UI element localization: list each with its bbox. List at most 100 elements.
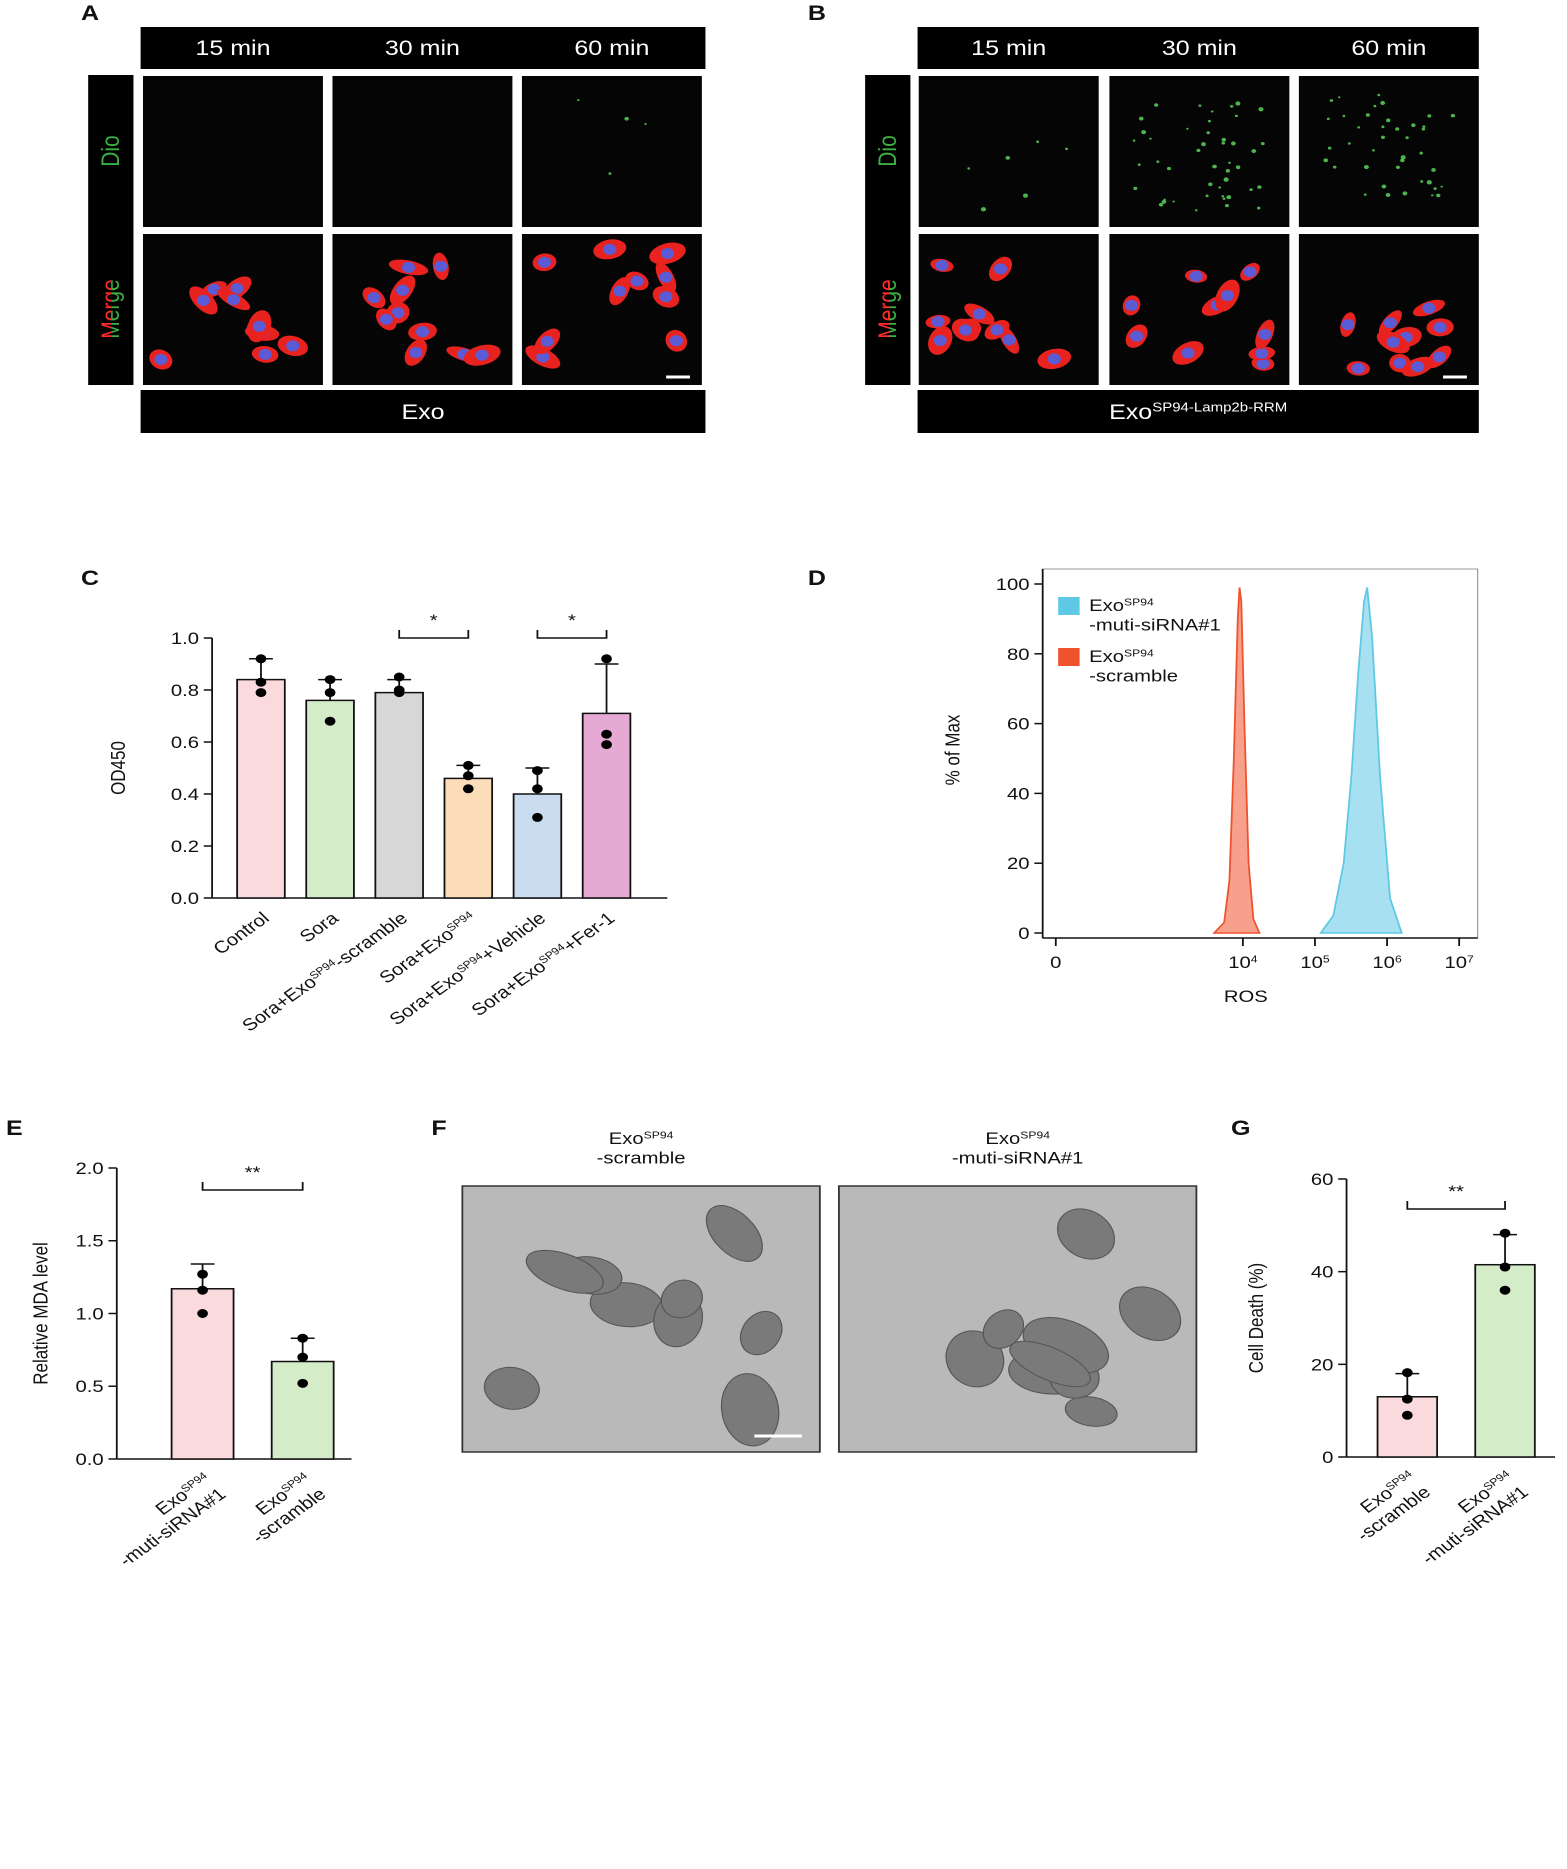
dio-spot [1218,186,1222,189]
dio-spot [1400,155,1406,160]
dio-spot [1450,113,1456,118]
dio-spot [1377,93,1381,97]
dio-spot [1395,165,1400,169]
bar [581,712,632,899]
histogram-area [1319,587,1403,934]
text-part: Exo [1109,400,1152,424]
dio-spot [1212,164,1217,169]
y-tick-label: 2.0 [76,1159,104,1178]
dio-spot [1373,104,1377,108]
nucleus [196,294,210,306]
dio-spot [608,172,612,175]
dio-spot [1224,203,1229,208]
dio-spot [1436,193,1441,198]
panel-label: A [81,1,99,25]
side-bar [88,75,134,385]
data-point [197,1285,208,1295]
dio-spot [1326,117,1330,121]
mitochondrion [483,1366,540,1410]
legend-label: ExoSP94 -muti-siRNA#1 [1089,596,1221,635]
legend-label: ExoSP94 -scramble [1089,647,1178,686]
text-part: -muti-siRNA#1 [1089,615,1221,634]
y-tick-label: 0.8 [171,681,199,700]
dio-spot [1332,165,1337,169]
nucleus [933,334,947,346]
nucleus [415,326,430,338]
micrograph [142,76,323,227]
data-point [601,654,612,664]
data-point [1499,1262,1511,1272]
dio-spot [1422,125,1426,128]
text-part: SP94 [644,1130,674,1141]
dio-spot [1036,140,1040,143]
bar [270,1360,335,1460]
mitochondrion [705,1205,763,1262]
nucleus [537,256,552,268]
nucleus [1351,362,1365,374]
y-axis-label: % of Max [941,714,964,785]
micrograph [1298,76,1479,227]
dio-spot [1226,195,1232,200]
y-axis-label: OD450 [107,741,130,795]
micrograph [918,76,1099,227]
dio-spot [1386,118,1391,123]
dio-spot [1357,126,1361,129]
bar [236,678,286,899]
nucleus [1422,302,1436,314]
y-axis-label: Cell Death (%) [1245,1263,1268,1373]
dio-spot [1222,197,1226,200]
text-part: Exo [609,1129,644,1148]
dio-spot [644,123,647,126]
legend-swatch [1058,597,1080,615]
nucleus [603,243,617,255]
dio-spot [1323,158,1329,163]
significance-bracket [398,630,470,639]
dio-spot [1411,123,1416,128]
text-part: 10 [1228,953,1251,972]
nucleus [1220,290,1234,302]
nucleus [258,348,272,360]
dio-spot [1402,191,1408,196]
dio-spot [1381,125,1385,129]
nucleus [536,351,550,363]
data-point [297,1352,309,1362]
data-point [197,1309,208,1318]
text-part: SP94 [1020,1130,1050,1141]
dio-spot [1421,127,1426,131]
legend-swatch [1058,648,1080,666]
nucleus [659,271,673,283]
nucleus [972,308,986,320]
significance-label: ** [1448,1182,1464,1201]
significance-label: * [568,611,576,630]
dio-spot [1433,187,1437,191]
nucleus [1130,330,1144,342]
panel-label: B [808,1,826,25]
dio-spot [1225,169,1230,173]
y-tick-label: 20 [1311,1355,1334,1374]
text-part: SP94-Lamp2b-RRM [1152,400,1287,415]
nucleus [401,261,416,273]
dio-spot [1194,209,1198,212]
nucleus [1258,328,1272,340]
dio-spot [1138,116,1144,121]
significance-bracket [536,630,608,639]
data-point [532,812,543,822]
nucleus [1386,336,1400,348]
text-part: 10 [1300,953,1323,972]
mitochondrion [982,1309,1025,1349]
y-tick-label: 60 [1311,1170,1334,1189]
text-part: 4 [1251,954,1258,965]
dio-spot [1137,163,1141,166]
nucleus [659,291,673,303]
dio-spot [1208,182,1213,187]
dio-spot [1156,160,1160,163]
dio-spot [1149,137,1152,140]
dio-spot [1210,110,1214,113]
side-bar [865,75,911,385]
nucleus [475,349,489,361]
mitochondrion [739,1310,783,1356]
x-axis-label: ROS [1224,987,1268,1006]
text-part: -scramble [597,1148,686,1167]
dio-spot [1260,141,1265,146]
